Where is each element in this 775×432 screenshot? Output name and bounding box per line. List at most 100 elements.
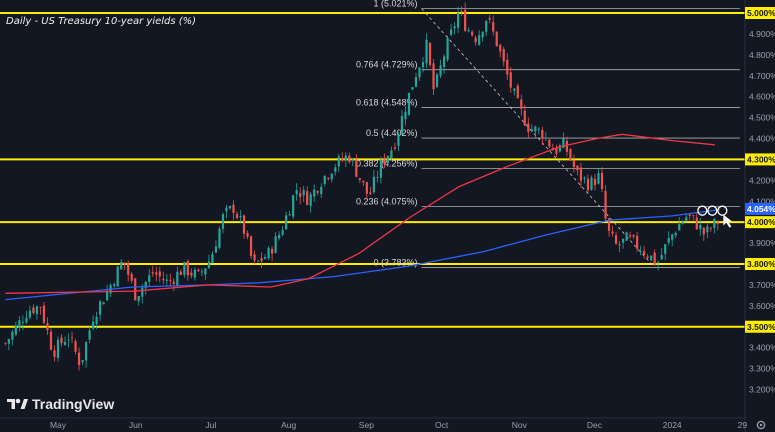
candle-body	[558, 145, 562, 152]
candle-body	[197, 269, 200, 271]
candle-body	[28, 310, 32, 318]
candle-body	[137, 296, 140, 302]
candle-body	[25, 317, 28, 323]
fib-level-label: 0 (3.783%)	[373, 258, 417, 268]
fib-level-label: 0.5 (4.402%)	[366, 128, 418, 138]
time-axis-tick: Jun	[129, 420, 143, 430]
candle-body	[295, 190, 298, 195]
level-price-tag	[745, 7, 775, 19]
candle-body	[569, 149, 572, 160]
price-axis-tick: 3.900%	[749, 238, 775, 248]
level-price-tag	[745, 258, 775, 270]
candle-body	[351, 159, 354, 161]
price-axis-tick: 4.100%	[749, 196, 775, 206]
candle-body	[67, 339, 70, 341]
candle-body	[165, 279, 168, 281]
candle-body	[576, 165, 579, 171]
candle-body	[14, 325, 17, 335]
marker-circle[interactable]	[697, 205, 708, 216]
candle-body	[120, 262, 123, 270]
fib-level-label: 0.764 (4.729%)	[356, 60, 418, 70]
price-axis-tick: 4.400%	[749, 134, 775, 144]
candle-body	[348, 155, 351, 163]
candle-body	[660, 254, 663, 260]
candle-body	[155, 272, 158, 275]
candle-body	[113, 284, 116, 286]
time-axis[interactable]: May Jun Jul Aug Sep Oct Nov Dec 2024 29	[50, 420, 747, 430]
candle-body	[534, 126, 537, 132]
candle-body	[127, 262, 130, 275]
candle-body	[628, 235, 632, 237]
time-axis-tick: Oct	[435, 420, 449, 430]
candle-body	[520, 99, 523, 109]
price-axis-tick: 3.300%	[749, 364, 775, 374]
candle-body	[362, 180, 365, 183]
candle-body	[425, 39, 428, 64]
time-axis-tick: Sep	[359, 420, 374, 430]
candle-body	[355, 159, 358, 177]
candle-body	[671, 234, 674, 240]
candle-body	[435, 74, 439, 87]
time-axis-tick: 2024	[663, 420, 682, 430]
candle-body	[278, 234, 281, 239]
fib-level-label: 0.236 (4.075%)	[356, 196, 418, 206]
candle-body	[84, 341, 88, 361]
candle-body	[344, 155, 347, 161]
candle-body	[446, 37, 449, 60]
price-axis[interactable]: 5.000% 4.900% 4.800% 4.700% 4.600% 4.500% 4.40…	[749, 8, 775, 395]
candle-body	[74, 341, 77, 352]
circle-markers[interactable]	[697, 205, 733, 228]
fib-level-label: 0.618 (4.548%)	[356, 98, 418, 108]
price-axis-tick: 4.200%	[749, 175, 775, 185]
moving-average-line	[5, 208, 720, 301]
candle-body	[643, 251, 646, 255]
candle-body	[611, 231, 614, 234]
price-tags: 5.000% 4.300% 4.000% 3.800% 3.500% 4.054%	[745, 7, 775, 333]
candle-body	[548, 139, 551, 147]
candle-body	[309, 194, 312, 206]
candle-body	[320, 186, 323, 195]
candle-body	[393, 147, 397, 149]
price-axis-tick: 4.800%	[749, 50, 775, 60]
candle-body	[407, 92, 411, 115]
time-axis-tick: May	[50, 420, 67, 430]
candle-body	[102, 302, 105, 305]
candle-body	[193, 269, 196, 278]
candle-body	[604, 191, 607, 219]
price-axis-tick: 3.700%	[749, 280, 775, 290]
candle-body	[151, 272, 154, 274]
candle-body	[414, 77, 418, 87]
candle-body	[379, 159, 383, 178]
candle-body	[95, 316, 98, 324]
tradingview-logo-icon	[7, 398, 28, 409]
price-axis-tick: 4.600%	[749, 92, 775, 102]
candle-body	[53, 350, 56, 357]
candle-body	[207, 261, 211, 269]
candle-body	[134, 278, 137, 301]
candle-body	[639, 251, 642, 253]
current-price-tag-label: 4.054%	[747, 204, 775, 214]
candle-body	[365, 181, 368, 194]
candle-body	[527, 123, 530, 132]
candle-body	[650, 255, 653, 261]
gear-icon[interactable]	[756, 420, 766, 430]
candle-body	[625, 232, 628, 241]
candle-body	[692, 215, 695, 217]
level-price-tag	[745, 320, 775, 333]
level-price-tag	[745, 216, 775, 229]
candle-body	[716, 222, 719, 224]
candle-body	[179, 271, 182, 276]
candle-body	[35, 306, 39, 315]
candle-body	[485, 20, 488, 32]
candle-body	[544, 137, 547, 139]
candle-body	[106, 290, 109, 301]
marker-circle[interactable]	[717, 205, 728, 216]
candle-body	[358, 178, 361, 180]
candle-body	[77, 352, 81, 366]
candle-body	[607, 218, 611, 231]
candle-body	[249, 236, 253, 256]
marker-circle[interactable]	[707, 205, 718, 216]
candle-body	[695, 217, 698, 230]
candle-body	[144, 281, 147, 289]
